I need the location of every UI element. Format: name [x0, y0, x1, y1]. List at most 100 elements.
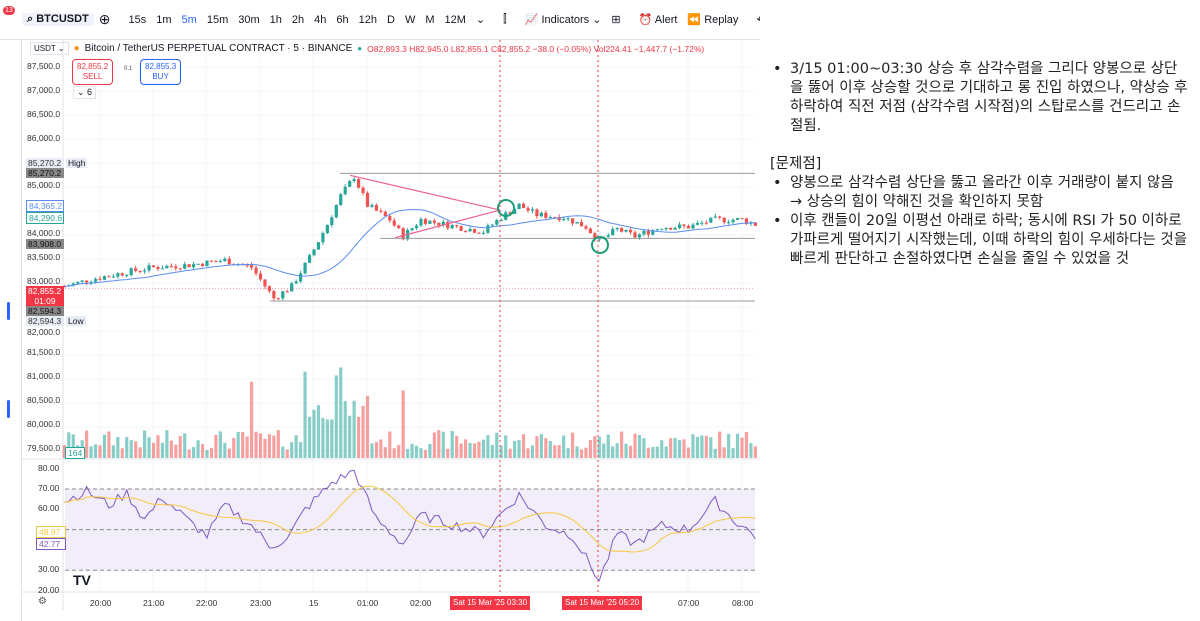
buy-button[interactable]: 82,855.3 BUY — [140, 59, 182, 85]
volume-bar — [753, 446, 757, 458]
interval-D[interactable]: D — [387, 13, 395, 26]
volume-bar — [673, 437, 677, 458]
settings-gear-icon[interactable]: ⚙ — [38, 596, 47, 607]
alert-button[interactable]: ⏰ Alert — [638, 14, 678, 26]
volume-bar — [361, 405, 365, 458]
currency-select[interactable]: USDT ⌄ — [30, 42, 69, 55]
candle-body — [553, 217, 557, 219]
volume-bar — [406, 448, 410, 458]
price-tick-label: 81,500.0 — [27, 347, 61, 358]
candle-body — [125, 275, 129, 277]
candle-body — [290, 283, 294, 292]
scroll-indicator[interactable] — [7, 302, 10, 320]
time-tick-label: 23:00 — [250, 598, 272, 608]
interval-W[interactable]: W — [404, 13, 416, 26]
candle-type-icon[interactable]: ⫿ — [503, 13, 507, 25]
problem-item-1: 양봉으로 삼각수렴 상단을 뚫고 올라간 이후 거래량이 붙지 않음 → 상승의… — [770, 174, 1190, 212]
interval-12M[interactable]: 12M — [444, 13, 466, 26]
volume-bar — [588, 440, 593, 458]
candle-body — [330, 217, 334, 226]
rsi-tick-label: 20.00 — [38, 584, 60, 595]
price-chart[interactable] — [0, 0, 760, 621]
price-tag-high: 85,270.2 — [26, 158, 64, 168]
chevron-down-icon[interactable]: ⌄ — [475, 14, 486, 26]
interval-5m[interactable]: 5m — [181, 13, 197, 26]
volume-bar — [463, 439, 468, 458]
volume-bar — [325, 419, 329, 458]
moving-average-line — [64, 209, 756, 287]
undo-icon[interactable]: ↶ — [751, 13, 760, 26]
candle-body — [183, 264, 187, 269]
volume-bar — [107, 431, 111, 458]
price-tick-label: 86,500.0 — [27, 108, 61, 119]
ohlc-values: O82,893.3 H82,945.0 L82,855.1 C82,855.2 … — [367, 44, 704, 54]
candle-body — [76, 281, 80, 284]
volume-bar — [62, 445, 66, 458]
symbol-search-button[interactable]: ⌕ BTCUSDT — [22, 13, 94, 26]
candle-body — [294, 281, 298, 284]
volume-bar — [388, 431, 392, 458]
collapse-indicators-button[interactable]: ⌄ 6 — [73, 86, 97, 99]
time-tick-label: 01:00 — [357, 598, 379, 608]
candle-body — [432, 220, 436, 223]
close-value: C82,855.2 — [491, 43, 531, 54]
volume-bar — [651, 447, 655, 458]
candle-body — [446, 221, 450, 229]
interval-1h[interactable]: 1h — [269, 13, 282, 26]
interval-15s[interactable]: 15s — [128, 13, 147, 26]
candle-body — [147, 265, 151, 271]
volume-bar — [276, 430, 280, 458]
price-tick-label: 85,000.0 — [27, 180, 61, 191]
interval-1m[interactable]: 1m — [156, 13, 172, 26]
volume-tag: 164 — [65, 447, 85, 459]
volume-bar — [414, 445, 419, 458]
interval-12h[interactable]: 12h — [358, 13, 377, 26]
candle-body — [539, 212, 543, 217]
volume-bar — [263, 438, 267, 458]
notification-badge[interactable]: 13 — [3, 6, 15, 15]
replay-button[interactable]: ⏪ Replay — [687, 14, 739, 26]
candle-body — [419, 219, 423, 226]
candle-body — [209, 260, 214, 262]
interval-2h[interactable]: 2h — [291, 13, 305, 26]
candle-body — [379, 210, 383, 212]
interval-15m[interactable]: 15m — [206, 13, 229, 26]
candle-body — [107, 276, 111, 278]
rsi-tick-label: 30.00 — [38, 564, 60, 575]
volume-bar — [459, 443, 463, 458]
indicators-button[interactable]: 📈 Indicators ⌄ — [524, 14, 602, 26]
volume-bar — [178, 436, 182, 458]
sell-price: 82,855.2 — [77, 62, 109, 71]
time-tick-label: 21:00 — [143, 598, 165, 608]
interval-4h[interactable]: 4h — [314, 13, 327, 26]
candle-body — [691, 224, 695, 229]
rsi-tick-label: 70.00 — [38, 483, 60, 493]
candle-body — [200, 263, 205, 267]
sell-button[interactable]: 82,855.2 SELL — [72, 59, 114, 85]
open-value: O82,893.3 — [367, 43, 407, 54]
volume-bar — [330, 419, 334, 458]
volume-bar — [151, 442, 156, 458]
candle-body — [441, 221, 445, 226]
candle-body — [526, 208, 530, 211]
interval-6h[interactable]: 6h — [336, 13, 349, 26]
candle-body — [71, 283, 75, 286]
layouts-icon[interactable]: ⊞ — [611, 14, 621, 26]
candle-body — [263, 279, 267, 287]
volume-bar — [116, 436, 120, 458]
candle-body — [566, 218, 570, 220]
candle-body — [655, 229, 659, 231]
price-tick-label: 82,000.0 — [27, 327, 61, 338]
scroll-indicator-2[interactable] — [7, 400, 10, 418]
volume-bar — [129, 440, 133, 458]
volume-bar — [504, 435, 508, 458]
volume-bar — [67, 432, 71, 458]
candle-body — [223, 258, 227, 262]
compare-add-icon[interactable]: ⊕ — [98, 11, 111, 27]
volume-bar — [646, 447, 650, 458]
volume-bar — [401, 390, 405, 458]
candle-body — [740, 218, 744, 220]
interval-30m[interactable]: 30m — [238, 13, 260, 26]
rsi-line — [64, 469, 756, 582]
interval-M[interactable]: M — [425, 13, 435, 26]
